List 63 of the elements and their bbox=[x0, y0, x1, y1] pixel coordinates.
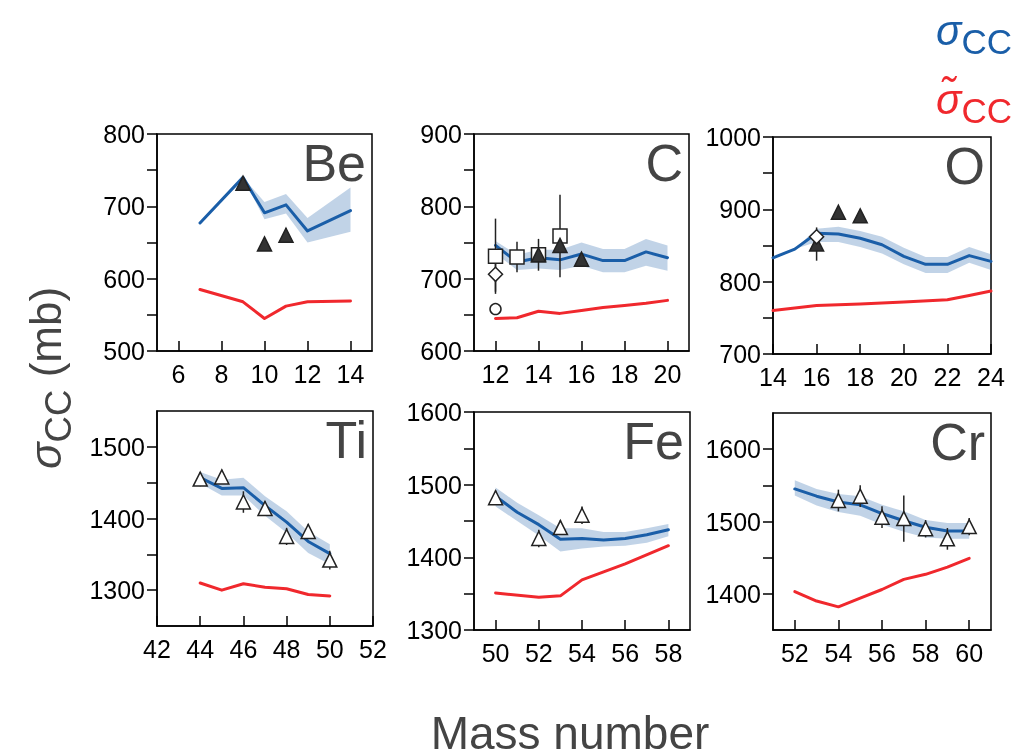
x-tick-label: 18 bbox=[610, 359, 639, 388]
x-tick-label: 60 bbox=[955, 638, 984, 667]
y-tick-label: 800 bbox=[719, 267, 761, 296]
y-tick-label: 700 bbox=[719, 340, 761, 368]
x-tick-label: 14 bbox=[759, 362, 787, 391]
chart-title: Be bbox=[302, 134, 367, 192]
x-tick-label: 52 bbox=[524, 638, 553, 667]
x-tick-label: 20 bbox=[653, 359, 682, 388]
y-tick-label: 1300 bbox=[89, 576, 145, 605]
y-tick-label: 600 bbox=[420, 337, 462, 365]
chart-title: C bbox=[645, 134, 684, 192]
x-tick-label: 8 bbox=[214, 359, 229, 388]
y-tick-label: 900 bbox=[420, 120, 462, 148]
x-tick-label: 20 bbox=[889, 362, 918, 391]
y-tick-label: 1400 bbox=[705, 579, 761, 608]
y-tick-label: 500 bbox=[103, 337, 145, 365]
y-tick-label: 700 bbox=[420, 264, 462, 293]
x-tick-label: 14 bbox=[524, 359, 553, 388]
x-tick-label: 14 bbox=[336, 359, 365, 388]
y-tick-label: 1000 bbox=[705, 123, 761, 151]
x-tick-label: 18 bbox=[846, 362, 875, 391]
y-tick-label: 1400 bbox=[89, 504, 145, 533]
y-tick-label: 1500 bbox=[406, 470, 462, 499]
y-tick-label: 1600 bbox=[406, 398, 462, 426]
x-tick-label: 12 bbox=[481, 359, 510, 388]
x-tick-label: 46 bbox=[229, 634, 258, 663]
x-tick-label: 10 bbox=[250, 359, 279, 388]
y-tick-label: 700 bbox=[103, 192, 145, 221]
x-tick-label: 54 bbox=[824, 638, 853, 667]
x-tick-label: 56 bbox=[868, 638, 896, 667]
x-tick-label: 58 bbox=[911, 638, 940, 667]
x-tick-label: 22 bbox=[933, 362, 962, 391]
x-axis-title: Mass number bbox=[429, 706, 711, 756]
x-tick-label: 12 bbox=[293, 359, 322, 388]
chart-title: O bbox=[944, 137, 986, 195]
text: σ$_{CC}$ bbox=[936, 7, 1012, 62]
x-tick-label: 52 bbox=[359, 634, 387, 663]
x-tick-label: 52 bbox=[780, 638, 809, 667]
x-tick-label: 48 bbox=[272, 634, 301, 663]
y-tick-label: 600 bbox=[103, 264, 145, 293]
x-tick-label: 56 bbox=[611, 638, 640, 667]
x-tick-label: 50 bbox=[315, 634, 344, 663]
x-tick-label: 44 bbox=[186, 634, 215, 663]
x-tick-label: 16 bbox=[567, 359, 596, 388]
y-tick-label: 1600 bbox=[705, 435, 761, 464]
y-tick-label: 800 bbox=[420, 192, 462, 221]
y-tick-label: 800 bbox=[103, 120, 145, 148]
x-tick-label: 24 bbox=[977, 362, 1005, 391]
x-tick-label: 6 bbox=[171, 359, 186, 388]
chart-title: Ti bbox=[325, 411, 367, 469]
y-tick-label: 900 bbox=[719, 195, 761, 224]
y-tick-label: 1400 bbox=[406, 543, 462, 572]
x-tick-label: 16 bbox=[802, 362, 831, 391]
x-tick-label: 42 bbox=[143, 634, 171, 663]
y-tick-label: 1300 bbox=[406, 616, 462, 644]
x-tick-label: 54 bbox=[568, 638, 596, 667]
y-tick-label: 1500 bbox=[89, 432, 145, 461]
text: σ̃$_{CC}$ bbox=[936, 76, 1012, 131]
chart-title: Cr bbox=[930, 413, 986, 471]
x-tick-label: 58 bbox=[654, 638, 683, 667]
x-tick-label: 50 bbox=[481, 638, 510, 667]
y-tick-label: 1500 bbox=[705, 507, 761, 536]
chart-title: Fe bbox=[623, 412, 684, 470]
